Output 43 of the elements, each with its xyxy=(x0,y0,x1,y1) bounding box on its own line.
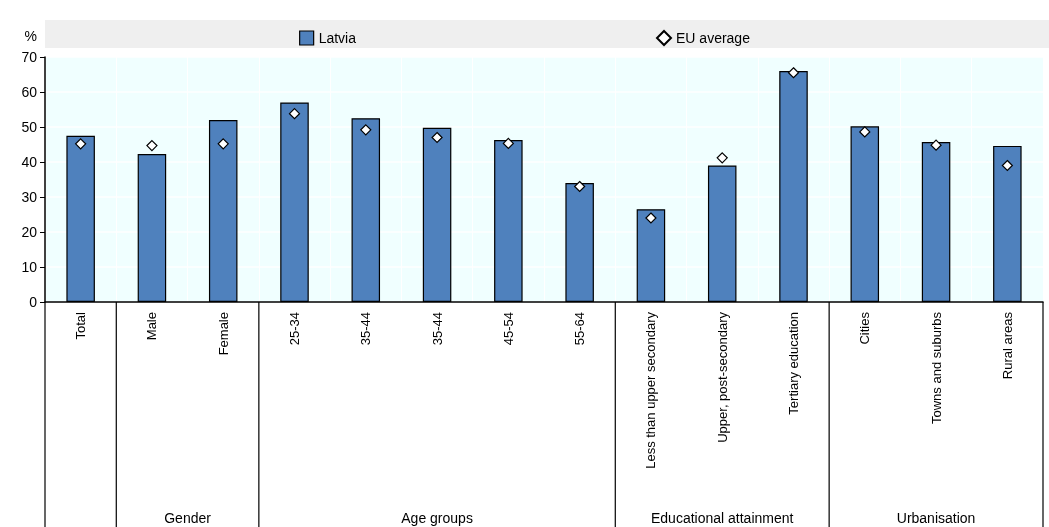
x-tick-label: 45-54 xyxy=(500,312,516,346)
text: Gender xyxy=(164,510,212,526)
y-tick-label: 0 xyxy=(29,294,38,310)
y-tick-label: 10 xyxy=(21,259,38,275)
y-tick-label: 50 xyxy=(21,119,38,135)
y-tick-label: 20 xyxy=(21,224,38,240)
y-tick-label: 30 xyxy=(21,189,38,205)
x-tick-label: Cities xyxy=(857,311,873,345)
x-tick-label: Total xyxy=(73,311,89,340)
y-tick-label: 70 xyxy=(21,49,38,65)
y-tick-label: 40 xyxy=(21,154,38,170)
point xyxy=(431,131,443,144)
point xyxy=(1001,159,1013,172)
point xyxy=(146,139,158,152)
x-tick-label: Rural areas xyxy=(999,311,1015,380)
y-tick-label: 60 xyxy=(21,84,38,100)
legend-label: Latvia xyxy=(318,30,357,46)
point xyxy=(288,108,301,120)
point xyxy=(360,124,372,136)
x-tick-label: Less than upper secondary xyxy=(643,311,659,469)
point xyxy=(502,137,514,150)
text: Urbanisation xyxy=(896,510,976,526)
x-tick-label: 55-64 xyxy=(572,312,588,346)
y-axis-title: % xyxy=(24,28,37,44)
point xyxy=(574,180,586,193)
x-tick-label: Towns and suburbs xyxy=(928,311,944,425)
point xyxy=(217,138,229,150)
text: Educational attainment xyxy=(651,510,794,526)
point xyxy=(859,126,871,138)
legend-label: EU average xyxy=(676,30,751,46)
x-tick-label: Upper, post-secondary xyxy=(714,311,730,443)
point xyxy=(930,139,942,151)
x-tick-label: 35-44 xyxy=(429,312,445,346)
point xyxy=(645,212,657,224)
x-tick-label: Female xyxy=(215,312,231,356)
point xyxy=(75,138,87,150)
x-tick-label: Tertiary education xyxy=(786,312,801,415)
text: Age groups xyxy=(401,510,473,526)
x-tick-label: 35-44 xyxy=(358,312,374,346)
x-tick-label: 25-34 xyxy=(287,312,302,346)
point xyxy=(716,152,728,164)
point xyxy=(787,67,800,79)
x-tick-label: Male xyxy=(144,312,160,341)
